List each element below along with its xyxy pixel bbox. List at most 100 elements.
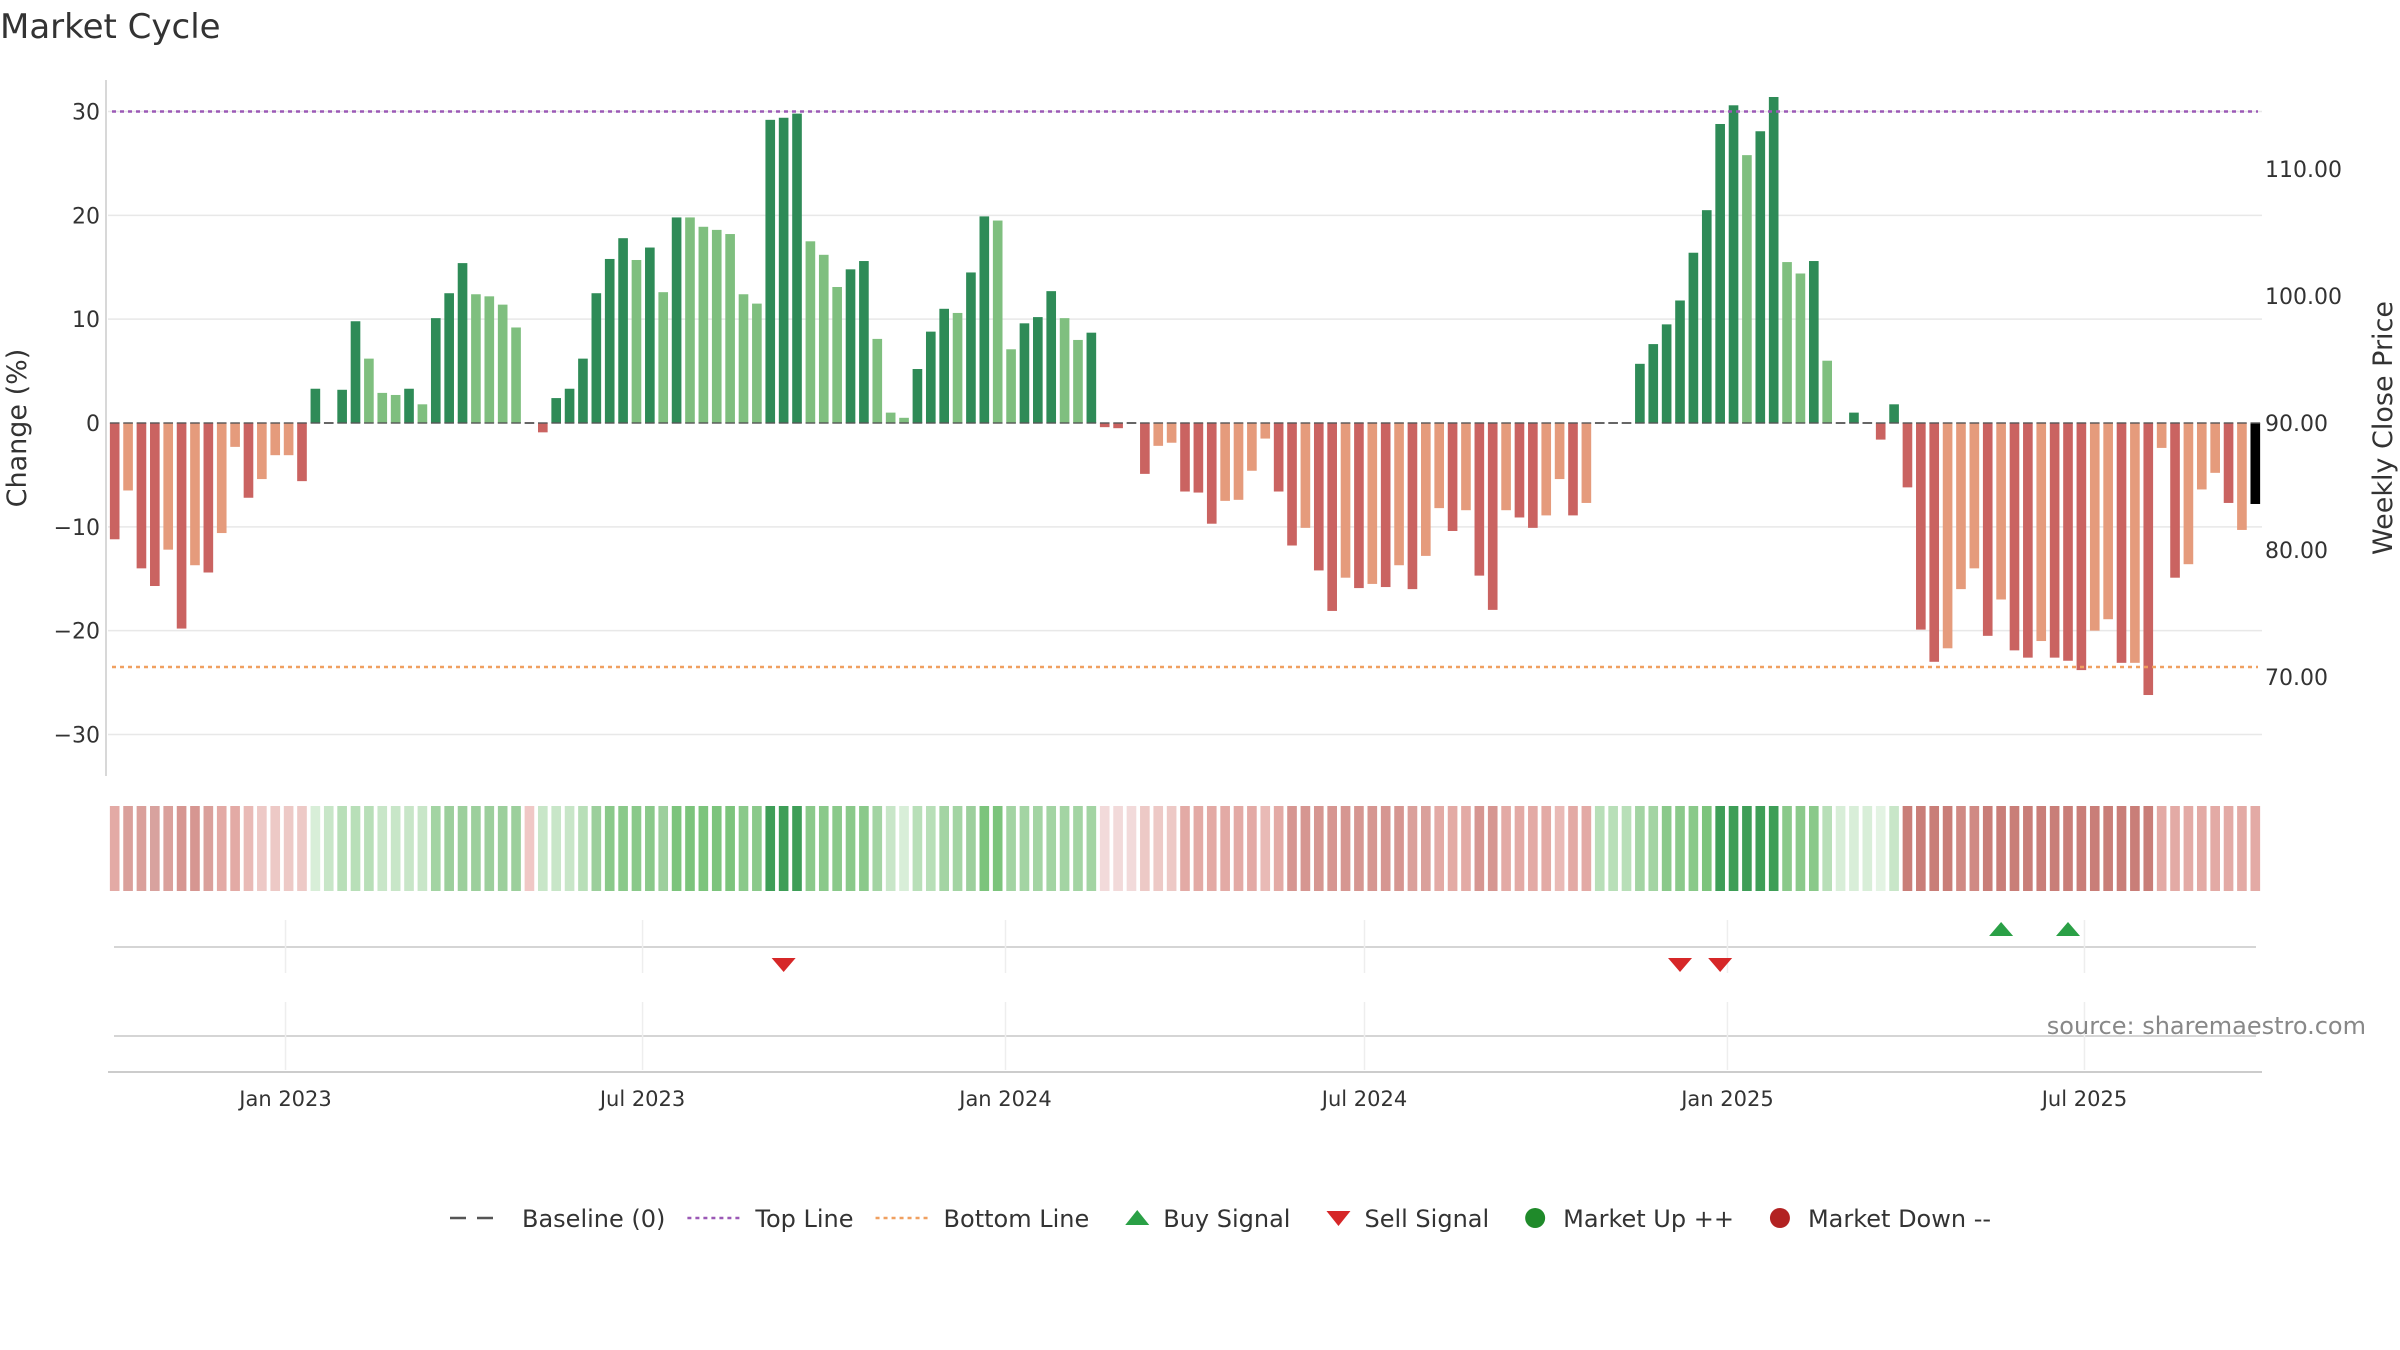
bar [417, 404, 428, 423]
baseline-dash [1073, 422, 1083, 424]
regime-cell [123, 806, 133, 891]
bar [270, 423, 281, 456]
bar [591, 293, 602, 423]
bar [1701, 210, 1712, 423]
regime-cell [190, 806, 200, 891]
baseline-dash [738, 422, 749, 424]
regime-cell [578, 806, 588, 891]
baseline-dash [1113, 422, 1123, 424]
baseline-dash [845, 422, 856, 424]
bar [711, 229, 722, 423]
regime-cell [2103, 806, 2113, 891]
regime-cell [1728, 806, 1739, 891]
baseline-dash [310, 422, 321, 424]
bar [1313, 423, 1324, 571]
legend-label: Baseline (0) [522, 1205, 665, 1233]
baseline-dash [1006, 422, 1016, 424]
baseline-dash [190, 422, 200, 424]
bar [1715, 123, 1725, 424]
baseline-dash [390, 422, 401, 424]
baseline-dash [1407, 422, 1418, 424]
baseline-dash [1340, 422, 1351, 424]
baseline-dash [765, 422, 776, 424]
bar [551, 398, 562, 423]
bar [631, 259, 642, 423]
bar [1153, 423, 1164, 446]
regime-cell [2183, 806, 2194, 891]
regime-cell [1153, 806, 1164, 891]
regime-cell [2237, 806, 2247, 891]
baseline-dash [698, 422, 709, 424]
baseline-dash [778, 422, 789, 424]
regime-cell [1300, 806, 1311, 891]
regime-cell [1755, 806, 1766, 891]
bar [1113, 423, 1123, 429]
regime-cell [390, 806, 401, 891]
x-tick-label: Jul 2025 [2040, 1087, 2127, 1111]
baseline-dash [658, 422, 669, 424]
baseline-dash [1260, 422, 1271, 424]
bar [444, 293, 454, 423]
regime-cell [1795, 806, 1806, 891]
baseline-dash [1354, 422, 1364, 424]
regime-cell [364, 806, 374, 891]
bar [471, 294, 481, 423]
bar-zero [323, 422, 334, 424]
regime-cell [832, 806, 842, 891]
regime-cell [818, 806, 829, 891]
baseline-dash [1206, 422, 1217, 424]
regime-cell [2143, 806, 2154, 891]
reference-lines [112, 110, 2258, 669]
baseline-dash [1728, 422, 1739, 424]
regime-cell [1327, 806, 1337, 891]
bar [1982, 423, 1993, 636]
bar [1421, 423, 1431, 556]
baseline-dash [1581, 422, 1592, 424]
regime-cell [645, 806, 655, 891]
bar [1340, 423, 1351, 578]
regime-cell [1768, 806, 1779, 891]
baseline-dash [752, 422, 762, 424]
bar [176, 423, 187, 629]
regime-cell [1541, 806, 1552, 891]
bar [1902, 423, 1913, 488]
regime-cell [1474, 806, 1485, 891]
baseline-dash [1889, 422, 1899, 424]
bar [1461, 423, 1471, 511]
sell-signal-marker [1708, 958, 1733, 972]
baseline-dash [1822, 422, 1833, 424]
baseline-dash [818, 422, 829, 424]
baseline-dash [1421, 422, 1431, 424]
baseline-dash [257, 422, 267, 424]
regime-cell [2076, 806, 2087, 891]
baseline-dash [1755, 422, 1766, 424]
bar [1635, 363, 1645, 423]
source-label: source: sharemaestro.com [2047, 1012, 2366, 1040]
bar [1086, 332, 1097, 423]
regime-cell [685, 806, 695, 891]
bar [257, 423, 267, 480]
baseline-dash [1220, 422, 1230, 424]
regime-cell [497, 806, 508, 891]
baseline-dash [297, 422, 307, 424]
baseline-dash [163, 422, 174, 424]
regime-cell [1367, 806, 1378, 891]
baseline-dash [150, 422, 160, 424]
regime-cell [524, 806, 535, 891]
regime-cell [1407, 806, 1418, 891]
baseline-dash [1661, 422, 1672, 424]
baseline-dash [912, 422, 923, 424]
regime-cell [323, 806, 334, 891]
y2-tick-label: 110.00 [2265, 158, 2342, 183]
regime-cell [1875, 806, 1886, 891]
bar [685, 217, 695, 423]
bar [2250, 423, 2261, 504]
baseline-dash [1688, 422, 1699, 424]
signal-panel [114, 920, 2256, 973]
regime-cell [1635, 806, 1645, 891]
regime-cell [1742, 806, 1752, 891]
regime-cell [1621, 806, 1632, 891]
bar [2049, 423, 2060, 658]
bar [792, 113, 802, 423]
regime-cell [471, 806, 481, 891]
